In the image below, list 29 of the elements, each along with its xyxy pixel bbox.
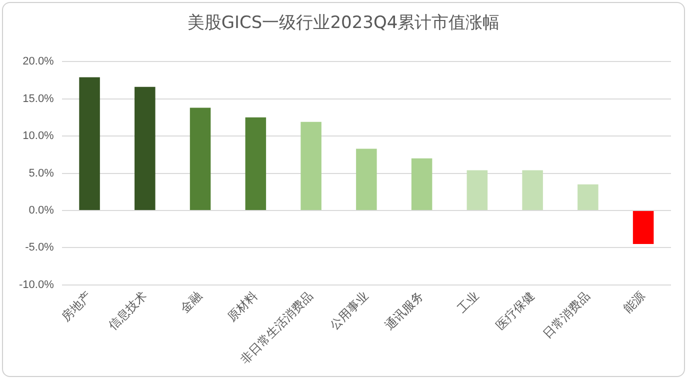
bar: [411, 158, 432, 210]
x-tick-label: 日常消费品: [540, 288, 592, 341]
y-tick-label: 5.0%: [28, 167, 54, 180]
bar: [466, 170, 488, 210]
bar: [79, 77, 100, 210]
x-tick-label: 金融: [178, 288, 205, 316]
y-tick-label: -5.0%: [25, 242, 54, 254]
bar: [632, 210, 654, 244]
bar: [190, 108, 211, 210]
bar: [578, 184, 598, 210]
x-tick-label: 信息技术: [106, 288, 150, 332]
y-tick-label: 0.0%: [28, 204, 54, 217]
x-tick-label: 房地产: [58, 288, 94, 324]
y-tick-label: 15.0%: [22, 92, 54, 105]
bar: [134, 86, 156, 210]
bar: [300, 122, 322, 210]
bar: [522, 170, 543, 210]
bar: [245, 117, 266, 210]
x-tick-label: 公用事业: [327, 288, 371, 332]
chart-title: 美股GICS一级行业2023Q4累计市值涨幅: [186, 12, 501, 34]
y-tick-label: 10.0%: [22, 130, 54, 142]
y-tick-label: -10.0%: [18, 278, 54, 291]
y-tick-label: 20.0%: [22, 56, 54, 68]
x-tick-label: 原材料: [224, 288, 260, 324]
x-tick-label: 工业: [454, 288, 482, 316]
x-tick-label: 医疗保健: [493, 288, 538, 332]
bar: [356, 148, 377, 210]
x-tick-label: 能源: [620, 288, 648, 316]
x-tick-label: 通讯服务: [382, 288, 426, 332]
